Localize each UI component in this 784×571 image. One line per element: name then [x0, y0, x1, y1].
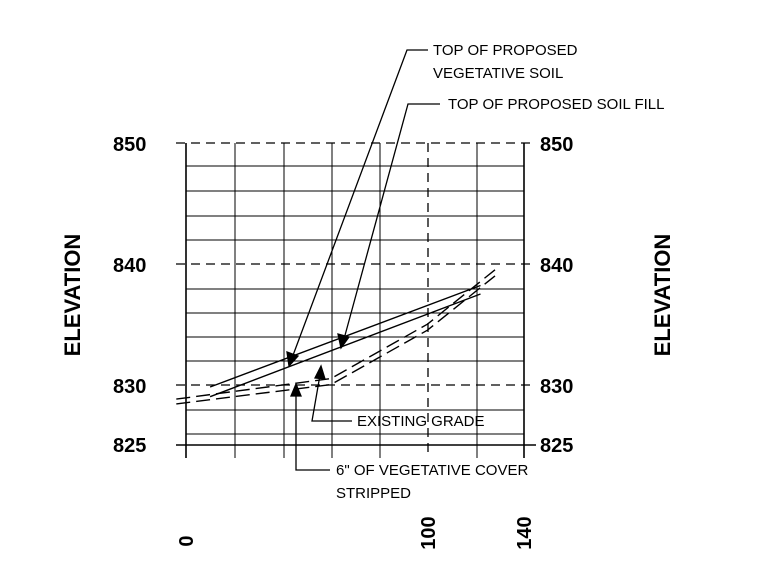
y-tick-850-right: 850: [540, 134, 573, 156]
label-stripped-line1: 6" OF VEGETATIVE COVER: [336, 462, 528, 479]
x-tick-100: 100: [418, 516, 440, 549]
y-tick-825-right: 825: [540, 435, 573, 457]
label-veg-soil-line2: VEGETATIVE SOIL: [433, 65, 563, 82]
y-tick-840-right: 840: [540, 255, 573, 277]
leader-soil-fill: [343, 103, 440, 340]
leaders: [286, 49, 440, 471]
arrowhead-stripped: [290, 382, 302, 397]
y-tick-840-left: 840: [113, 255, 146, 277]
leader-existing-grade: [311, 374, 352, 422]
y-tick-830-right: 830: [540, 376, 573, 398]
grid: [176, 142, 536, 458]
label-veg-soil-line1: TOP OF PROPOSED: [433, 42, 578, 59]
y-tick-850-left: 850: [113, 134, 146, 156]
y-axis-label-right: ELEVATION: [650, 234, 675, 357]
leader-stripped: [295, 393, 330, 471]
arrowhead-soil-fill: [337, 333, 351, 350]
x-tick-140: 140: [514, 516, 536, 549]
arrowhead-existing-grade: [313, 364, 326, 380]
series-line-2: [209, 293, 481, 398]
y-tick-825-left: 825: [113, 435, 146, 457]
series-line-4: [176, 275, 496, 405]
label-existing-grade: EXISTING GRADE: [357, 413, 485, 430]
arrowhead-veg-soil: [286, 351, 300, 368]
x-tick-0: 0: [176, 535, 198, 546]
label-soil-fill: TOP OF PROPOSED SOIL FILL: [448, 96, 664, 113]
label-stripped-line2: STRIPPED: [336, 485, 411, 502]
y-tick-830-left: 830: [113, 376, 146, 398]
y-axis-label-left: ELEVATION: [60, 234, 85, 357]
leader-veg-soil: [291, 49, 428, 359]
series-line-3: [176, 269, 496, 400]
